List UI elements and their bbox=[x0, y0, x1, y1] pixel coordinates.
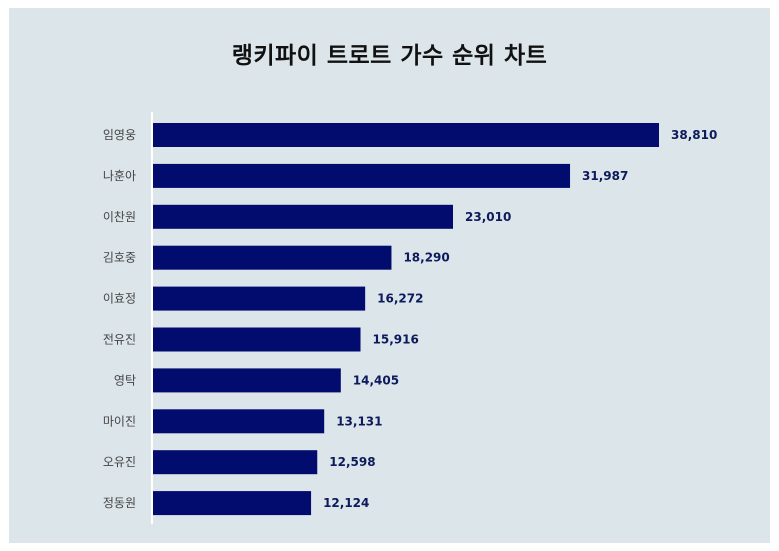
bar bbox=[153, 368, 341, 393]
category-label: 김호중 bbox=[103, 251, 136, 265]
category-label: 임영웅 bbox=[103, 128, 136, 142]
value-label: 38,810 bbox=[671, 128, 717, 142]
chart-title: 랭키파이 트로트 가수 순위 차트 bbox=[231, 43, 548, 69]
bar bbox=[153, 409, 325, 434]
value-label: 14,405 bbox=[353, 373, 399, 387]
category-label: 마이진 bbox=[103, 414, 136, 428]
bar bbox=[153, 123, 659, 147]
category-label: 이효정 bbox=[103, 292, 136, 306]
bar bbox=[153, 245, 392, 270]
bar bbox=[153, 327, 361, 352]
value-label: 18,290 bbox=[403, 251, 449, 265]
chart-background bbox=[9, 8, 770, 543]
category-label: 정동원 bbox=[103, 496, 136, 510]
category-label: 영탁 bbox=[114, 373, 136, 387]
bar bbox=[153, 286, 366, 311]
value-label: 23,010 bbox=[465, 210, 511, 224]
value-label: 16,272 bbox=[377, 292, 423, 306]
value-label: 13,131 bbox=[336, 414, 382, 428]
bar bbox=[153, 450, 318, 475]
category-label: 나훈아 bbox=[103, 169, 136, 183]
category-label: 이찬원 bbox=[103, 209, 136, 224]
bar bbox=[153, 163, 571, 188]
value-label: 31,987 bbox=[582, 169, 628, 183]
bar bbox=[153, 204, 454, 229]
value-label: 15,916 bbox=[373, 333, 419, 347]
category-label: 오유진 bbox=[103, 455, 136, 469]
category-label: 전유진 bbox=[103, 333, 136, 347]
value-label: 12,598 bbox=[329, 455, 375, 469]
bar bbox=[153, 491, 312, 516]
value-label: 12,124 bbox=[323, 496, 369, 510]
